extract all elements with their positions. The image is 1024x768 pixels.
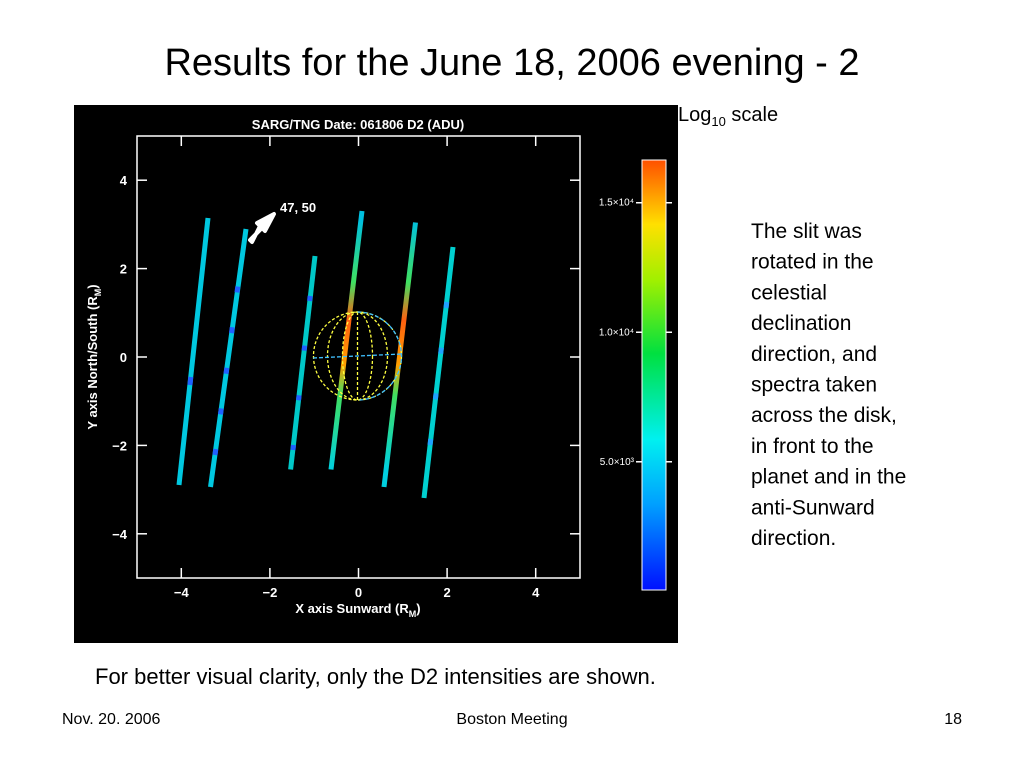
slit-segment — [187, 354, 196, 386]
slit — [176, 217, 211, 486]
plot-title: SARG/TNG Date: 061806 D2 (ADU) — [252, 117, 464, 132]
colorbar-tick-label: 1.0×10⁴ — [599, 327, 634, 338]
footer-right: 18 — [944, 711, 962, 728]
paragraph: The slit was rotated in the celestial decli… — [751, 220, 906, 550]
paragraph-line: direction, and — [751, 343, 877, 366]
slit — [208, 228, 249, 488]
paragraph-line: declination — [751, 312, 851, 335]
y-tick-label: 4 — [120, 173, 128, 188]
paragraph-line: The slit was — [751, 220, 862, 243]
planet — [312, 311, 403, 401]
slit — [328, 210, 365, 470]
footer-center: Boston Meeting — [456, 711, 567, 728]
slide-title: Results for the June 18, 2006 evening - … — [164, 42, 859, 84]
paragraph-line: planet and in the — [751, 466, 906, 489]
colorbar — [641, 159, 667, 591]
x-tick-label: −4 — [174, 585, 190, 600]
y-axis-label: Y axis North/South (RM) — [85, 284, 103, 429]
x-tick-label: 4 — [532, 585, 540, 600]
x-tick-label: −2 — [262, 585, 277, 600]
y-tick-label: 0 — [120, 350, 127, 365]
paragraph-line: in front to the — [751, 435, 874, 458]
y-tick-label: −4 — [112, 527, 128, 542]
annotation: 47, 50 — [280, 200, 316, 215]
slit — [421, 246, 456, 499]
colorbar-tick-label: 5.0×10³ — [600, 457, 635, 468]
paragraph-line: spectra taken — [751, 374, 877, 397]
plot-background — [74, 105, 678, 643]
scale-note: Log10 scale — [678, 104, 778, 129]
paragraph-line: direction. — [751, 527, 836, 550]
colorbar-tick-label: 1.5×10⁴ — [599, 198, 634, 209]
footer-left: Nov. 20. 2006 — [62, 711, 161, 728]
x-axis-label: X axis Sunward (RM) — [295, 601, 420, 619]
annotation-arrow — [248, 212, 276, 244]
paragraph-line: rotated in the — [751, 251, 874, 274]
paragraph-line: across the disk, — [751, 404, 897, 427]
slit-segment — [290, 269, 316, 451]
paragraph-line: anti-Sunward — [751, 496, 875, 519]
x-tick-label: 0 — [355, 585, 362, 600]
paragraph-line: celestial — [751, 281, 827, 304]
y-tick-label: 2 — [120, 262, 127, 277]
y-tick-label: −2 — [112, 438, 127, 453]
x-tick-label: 2 — [443, 585, 450, 600]
slit — [288, 255, 318, 470]
plot: SARG/TNG Date: 061806 D2 (ADU) 47, 50 X … — [74, 105, 678, 643]
note: For better visual clarity, only the D2 i… — [95, 664, 656, 689]
